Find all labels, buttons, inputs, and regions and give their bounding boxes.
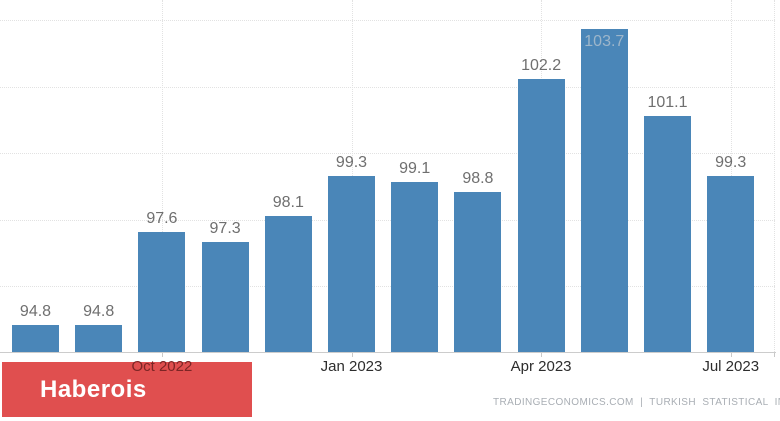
x-axis-label: Jul 2023 bbox=[702, 358, 760, 375]
bar-value-label: 98.8 bbox=[462, 170, 494, 188]
gridline-horizontal bbox=[0, 86, 775, 88]
bar[interactable] bbox=[328, 175, 375, 352]
x-axis-label: Jan 2023 bbox=[320, 358, 383, 375]
x-axis-tick bbox=[351, 353, 353, 357]
bar-value-label: 99.3 bbox=[335, 153, 368, 171]
bar-value-label: 94.8 bbox=[19, 303, 52, 321]
plot-area: 94.8 94.8 97.6 97.3 98.1 99.3 99.1 98.8 102.2 103… bbox=[0, 0, 775, 352]
haberois-watermark: Haberois bbox=[2, 362, 252, 417]
bar[interactable] bbox=[264, 215, 312, 352]
bar-value-label: 99.3 bbox=[715, 153, 747, 171]
bar[interactable] bbox=[201, 242, 249, 352]
bar-value-label: 101.1 bbox=[647, 93, 688, 111]
bar-value-label: 103.7 bbox=[584, 33, 625, 51]
bar[interactable] bbox=[580, 29, 628, 352]
bar[interactable] bbox=[707, 175, 755, 352]
haberois-logo-text: Haberois bbox=[40, 375, 147, 403]
x-axis-line bbox=[0, 352, 776, 353]
x-axis-tick bbox=[730, 353, 732, 357]
x-axis-tick bbox=[541, 353, 543, 357]
bar[interactable] bbox=[12, 325, 59, 352]
bar[interactable] bbox=[391, 182, 439, 352]
gridline-horizontal bbox=[0, 20, 775, 21]
bar-value-label: 97.6 bbox=[146, 210, 178, 228]
gridline-vertical bbox=[774, 0, 775, 352]
bar-value-label: 102.2 bbox=[521, 57, 562, 75]
gridline-horizontal bbox=[0, 153, 775, 154]
bar[interactable] bbox=[454, 192, 502, 352]
gridline-vertical bbox=[161, 0, 163, 352]
source-attribution: TRADINGECONOMICS.COM | TURKISH STATISTIC… bbox=[493, 397, 780, 408]
bar-value-label: 98.1 bbox=[272, 193, 304, 211]
bar[interactable] bbox=[138, 232, 186, 352]
bar[interactable] bbox=[75, 325, 123, 352]
x-axis-tick bbox=[774, 353, 775, 357]
bar[interactable] bbox=[644, 115, 691, 352]
bar-value-label: 99.1 bbox=[399, 160, 431, 178]
x-axis-label: Apr 2023 bbox=[510, 358, 572, 375]
bar[interactable] bbox=[517, 79, 565, 352]
gridline-horizontal bbox=[0, 286, 775, 287]
x-axis-label: Oct 2022 bbox=[131, 358, 193, 375]
gridline-horizontal bbox=[0, 219, 775, 221]
x-axis-tick bbox=[161, 353, 163, 357]
bar-value-label: 94.8 bbox=[83, 303, 115, 321]
bar-value-label: 97.3 bbox=[209, 220, 241, 238]
